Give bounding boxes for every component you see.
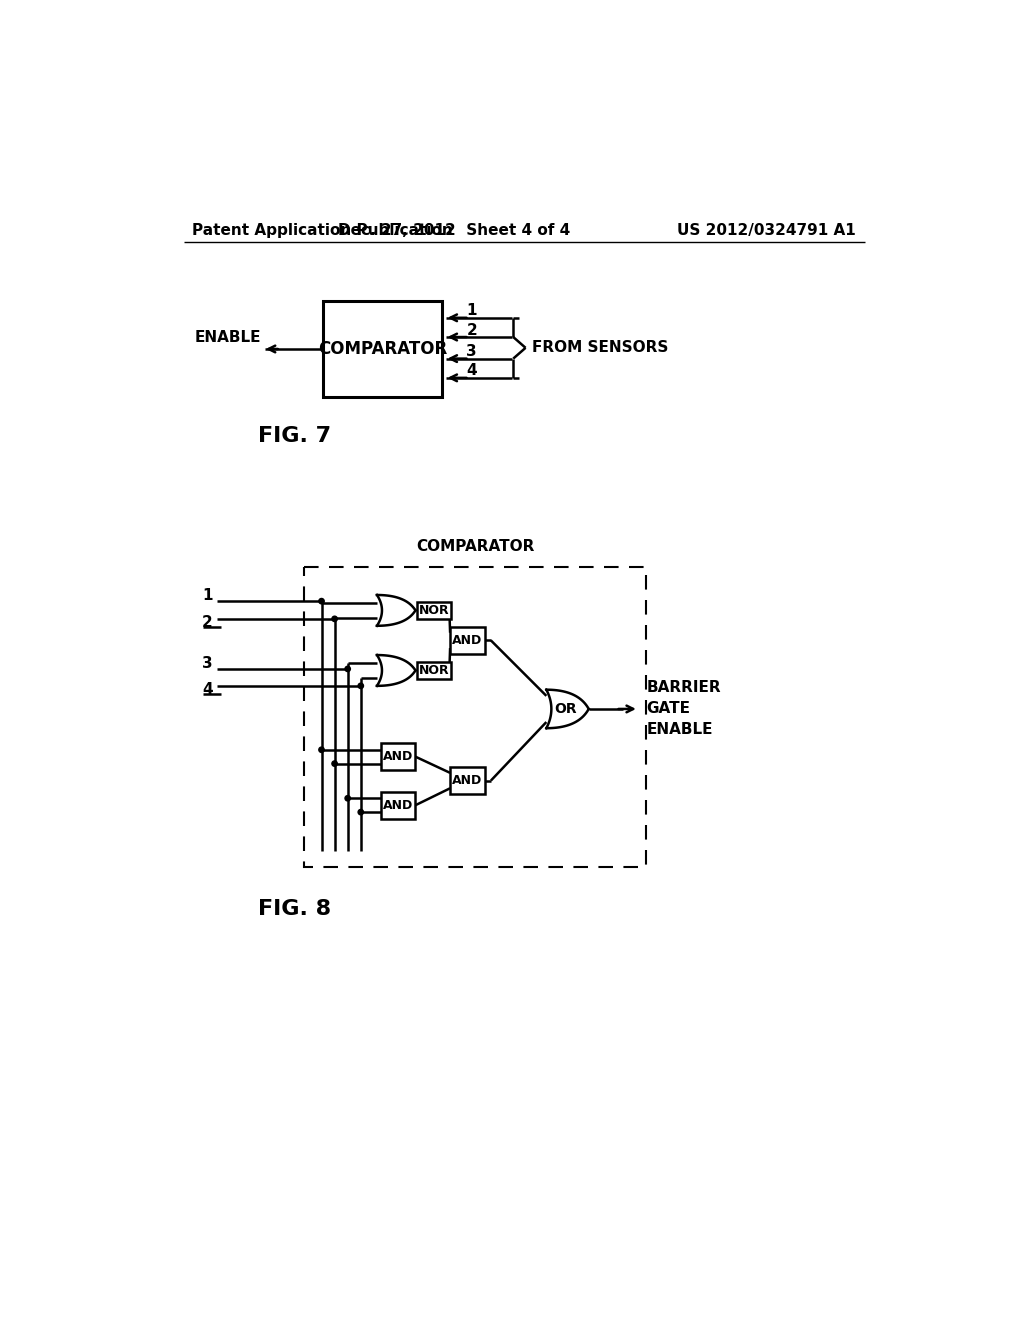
Text: FIG. 7: FIG. 7 [258, 425, 331, 446]
Text: COMPARATOR: COMPARATOR [416, 539, 535, 554]
Bar [304, 566, 646, 867]
Text: AND: AND [383, 799, 414, 812]
Text: 4: 4 [466, 363, 477, 379]
Bar [451, 627, 484, 653]
Text: BARRIER
GATE
ENABLE: BARRIER GATE ENABLE [646, 680, 721, 738]
Circle shape [345, 667, 350, 672]
Text: AND: AND [383, 750, 414, 763]
Text: 2: 2 [466, 322, 477, 338]
Circle shape [345, 796, 350, 801]
Text: ENABLE: ENABLE [195, 330, 261, 345]
Circle shape [332, 760, 337, 767]
Circle shape [358, 684, 364, 689]
Circle shape [358, 809, 364, 814]
Text: COMPARATOR: COMPARATOR [318, 341, 447, 358]
Text: NOR: NOR [419, 603, 450, 616]
Text: 1: 1 [466, 304, 477, 318]
Bar [451, 767, 484, 795]
Text: Dec. 27, 2012  Sheet 4 of 4: Dec. 27, 2012 Sheet 4 of 4 [338, 223, 570, 238]
Text: AND: AND [453, 634, 482, 647]
Text: FIG. 8: FIG. 8 [258, 899, 331, 919]
Circle shape [332, 616, 337, 622]
Text: US 2012/0324791 A1: US 2012/0324791 A1 [677, 223, 856, 238]
Bar [381, 792, 416, 818]
Text: Patent Application Publication: Patent Application Publication [193, 223, 453, 238]
Text: 1: 1 [203, 589, 213, 603]
Text: OR: OR [554, 702, 577, 715]
Text: FROM SENSORS: FROM SENSORS [531, 341, 668, 355]
Text: AND: AND [453, 774, 482, 787]
Text: 4: 4 [203, 682, 213, 697]
Bar [381, 743, 416, 770]
Text: 3: 3 [203, 656, 213, 671]
Circle shape [318, 747, 325, 752]
Circle shape [318, 598, 325, 603]
Text: 3: 3 [466, 345, 477, 359]
Bar [323, 301, 442, 397]
Text: NOR: NOR [419, 664, 450, 677]
Text: 2: 2 [202, 615, 213, 630]
